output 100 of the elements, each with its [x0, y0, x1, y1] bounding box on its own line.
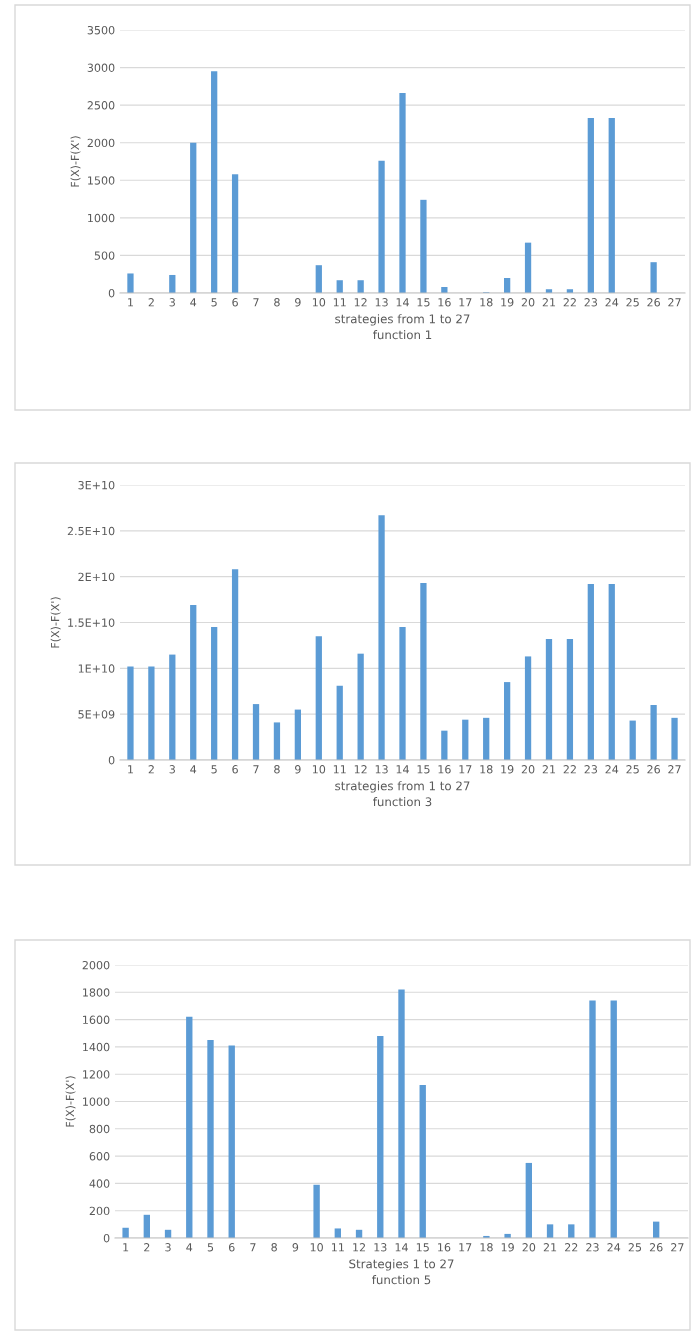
x-tick-label: 10 [312, 298, 326, 307]
x-axis-title: strategies from 1 to 27 function 1 [335, 314, 470, 340]
y-tick-label: 3E+10 [78, 480, 115, 490]
x-tick-label: 16 [438, 765, 451, 774]
x-tick-label: 20 [521, 298, 535, 307]
y-tick-label: 1400 [83, 1042, 110, 1052]
x-tick-label: 1 [123, 1243, 129, 1252]
x-tick-label: 25 [626, 765, 639, 774]
y-tick-label: 1000 [83, 1097, 110, 1106]
x-tick-label: 17 [459, 298, 472, 307]
x-tick-label: 26 [647, 765, 660, 774]
x-tick-label: 8 [274, 298, 280, 307]
x-tick-label: 11 [331, 1243, 344, 1252]
y-axis-title: F(X)-F(X') [50, 597, 61, 648]
x-tick-label: 2 [148, 765, 154, 774]
x-tick-label: 13 [375, 298, 388, 307]
x-tick-label: 2 [144, 1243, 150, 1252]
x-tick-label: 16 [438, 1243, 451, 1252]
x-tick-label: 11 [333, 298, 346, 307]
y-tick-label: 200 [89, 1206, 110, 1216]
x-tick-label: 24 [607, 1243, 621, 1252]
y-tick-label: 2000 [82, 960, 110, 970]
x-tick-label: 4 [190, 765, 197, 774]
x-tick-label: 26 [647, 298, 660, 307]
x-tick-label: 8 [274, 765, 280, 774]
y-axis-title: F(X)-F(X') [65, 1076, 76, 1127]
x-tick-label: 9 [295, 765, 301, 774]
y-tick-label: 800 [89, 1124, 110, 1134]
y-tick-label: 2.5E+10 [67, 526, 115, 536]
x-tick-label: 13 [375, 765, 388, 774]
x-tick-label: 24 [605, 765, 619, 774]
x-tick-label: 4 [186, 1243, 193, 1252]
x-tick-label: 9 [295, 298, 301, 307]
y-tick-label: 1E+10 [78, 664, 115, 673]
x-tick-label: 23 [584, 298, 598, 307]
y-tick-label: 2500 [87, 101, 115, 110]
x-tick-label: 23 [584, 765, 598, 774]
x-tick-label: 19 [501, 765, 514, 774]
x-tick-label: 18 [480, 1243, 493, 1252]
x-tick-label: 10 [310, 1243, 323, 1252]
x-tick-label: 8 [271, 1243, 277, 1252]
x-tick-label: 21 [543, 1243, 557, 1252]
y-tick-label: 1500 [88, 176, 115, 185]
x-tick-label: 3 [165, 1243, 171, 1252]
x-tick-label: 7 [250, 1243, 256, 1252]
x-tick-label: 14 [395, 1243, 408, 1252]
y-tick-label: 1800 [83, 988, 110, 997]
x-tick-label: 19 [501, 1243, 514, 1252]
x-tick-label: 27 [668, 298, 681, 307]
x-tick-label: 4 [190, 298, 197, 307]
y-tick-label: 3000 [87, 63, 115, 72]
x-tick-label: 22 [565, 1243, 578, 1252]
x-tick-label: 6 [232, 765, 238, 774]
x-tick-label: 15 [417, 298, 430, 307]
x-tick-label: 22 [563, 765, 576, 774]
x-tick-label: 12 [354, 765, 367, 774]
x-tick-label: 25 [628, 1243, 642, 1252]
x-tick-label: 27 [668, 765, 681, 774]
x-tick-label: 19 [501, 298, 514, 307]
x-tick-label: 3 [169, 298, 175, 307]
x-tick-label: 7 [253, 298, 259, 307]
x-tick-label: 6 [232, 298, 238, 307]
x-tick-label: 16 [438, 298, 451, 307]
x-tick-label: 7 [253, 765, 259, 774]
x-tick-label: 2 [148, 298, 154, 307]
y-tick-label: 3500 [87, 25, 115, 35]
x-tick-label: 27 [671, 1243, 684, 1252]
x-tick-label: 15 [416, 1243, 429, 1252]
x-tick-label: 18 [480, 298, 493, 307]
y-tick-label: 0 [108, 755, 115, 765]
x-tick-label: 24 [605, 298, 619, 307]
x-tick-label: 20 [521, 765, 535, 774]
x-tick-label: 3 [169, 765, 175, 774]
x-tick-label: 18 [480, 765, 493, 774]
x-tick-label: 5 [211, 298, 217, 307]
x-tick-label: 17 [459, 1243, 472, 1252]
x-tick-label: 14 [396, 765, 409, 774]
y-tick-label: 5E+09 [78, 710, 115, 719]
x-axis-title: strategies from 1 to 27 function 3 [335, 781, 470, 807]
y-axis-title: F(X)-F(X') [70, 136, 81, 187]
y-tick-label: 0 [108, 288, 115, 298]
x-tick-label: 1 [128, 765, 133, 774]
y-tick-label: 1000 [88, 213, 115, 223]
x-tick-label: 10 [312, 765, 326, 774]
x-tick-label: 1 [128, 298, 133, 307]
y-tick-label: 1.5E+10 [68, 618, 115, 627]
y-tick-label: 1600 [83, 1015, 110, 1024]
x-tick-label: 5 [207, 1243, 214, 1252]
y-tick-label: 1200 [83, 1070, 110, 1079]
x-tick-label: 26 [649, 1243, 663, 1252]
x-tick-label: 20 [522, 1243, 536, 1252]
x-tick-label: 25 [626, 298, 639, 307]
x-tick-label: 6 [228, 1243, 235, 1252]
x-tick-label: 13 [374, 1243, 387, 1252]
x-tick-label: 21 [542, 298, 556, 307]
x-tick-label: 17 [459, 765, 472, 774]
y-tick-label: 400 [89, 1179, 110, 1188]
x-tick-label: 5 [211, 765, 217, 774]
y-tick-label: 0 [103, 1233, 110, 1243]
x-tick-label: 9 [292, 1243, 299, 1252]
